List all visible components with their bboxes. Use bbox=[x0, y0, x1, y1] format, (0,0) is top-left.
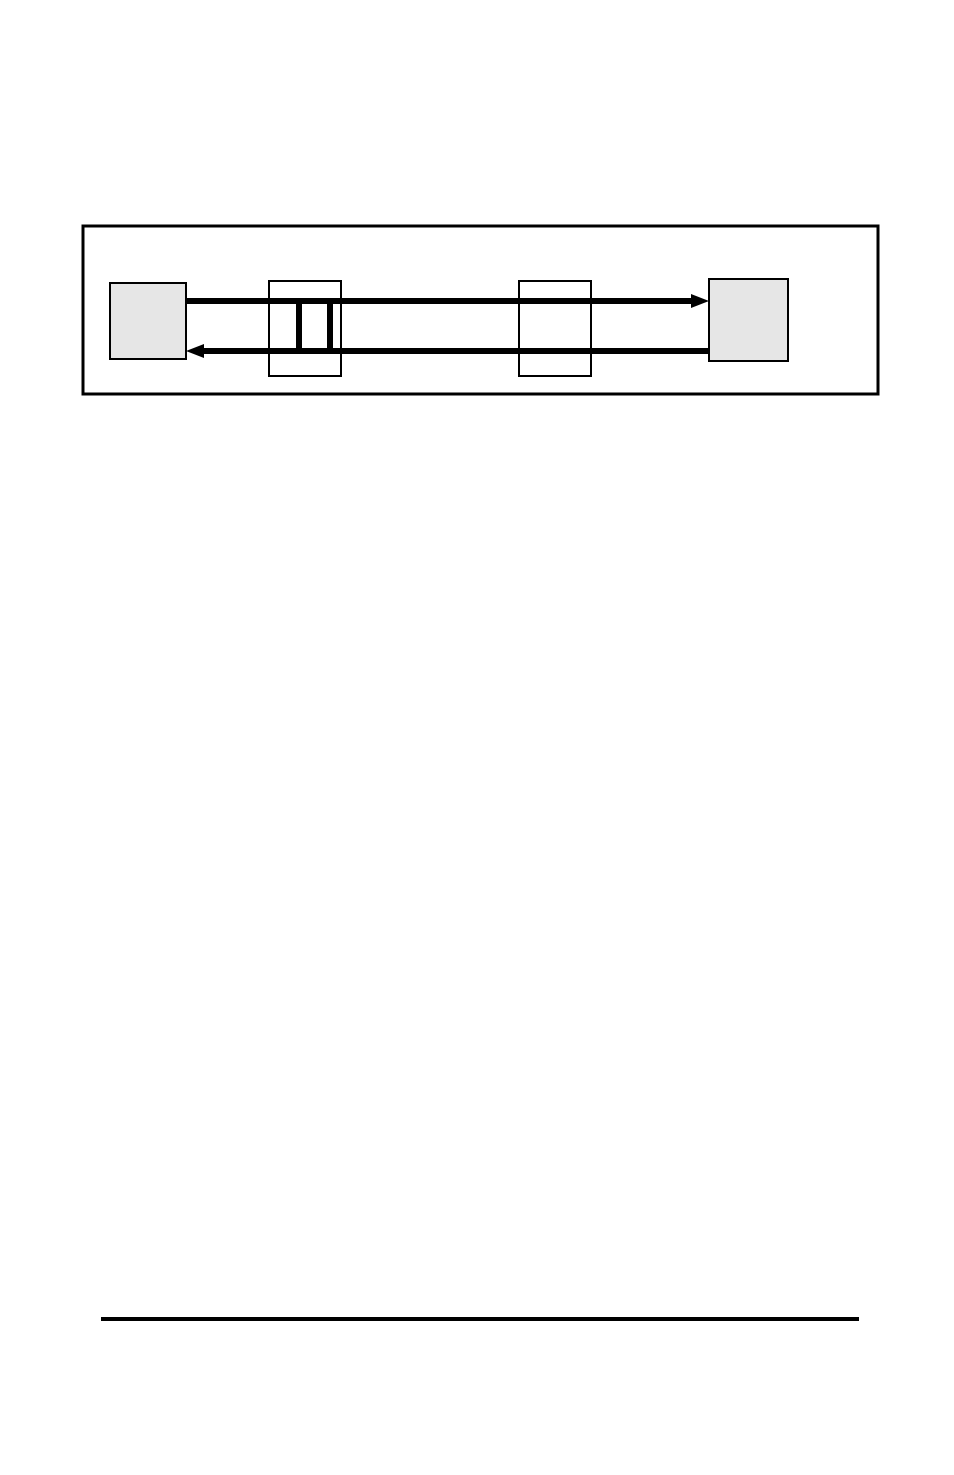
node-c bbox=[519, 281, 591, 376]
node-d bbox=[709, 279, 788, 361]
flow-diagram bbox=[0, 0, 954, 1475]
node-a bbox=[110, 283, 186, 359]
